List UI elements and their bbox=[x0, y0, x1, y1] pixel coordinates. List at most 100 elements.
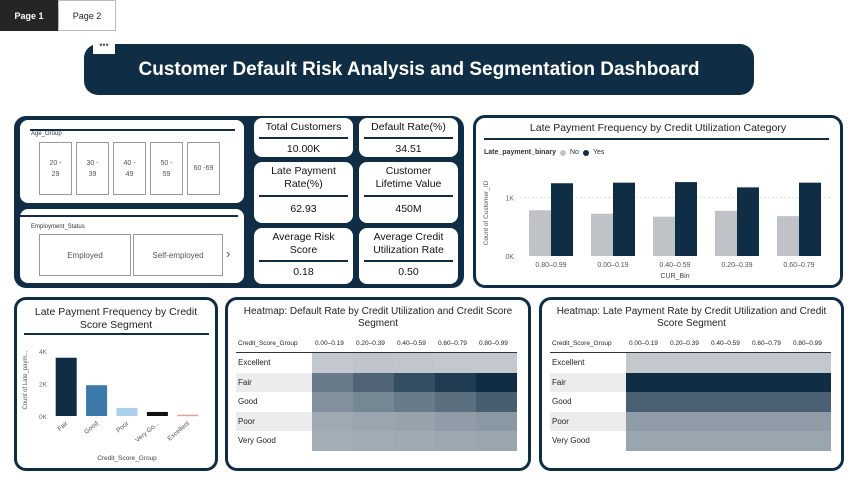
kpi-value: 34.51 bbox=[395, 143, 422, 155]
x-tick-label: Excellent bbox=[166, 420, 191, 442]
kpi-title: Average Credit Utilization Rate bbox=[373, 231, 444, 256]
age-option-20-29[interactable]: 20 - 29 bbox=[39, 142, 72, 195]
employment-option-employed[interactable]: Employed bbox=[39, 234, 131, 276]
heatmap-cell bbox=[476, 431, 517, 451]
x-axis-title: Credit_Score_Group bbox=[97, 455, 157, 462]
y-tick-label: 0K bbox=[39, 414, 48, 421]
bar-no bbox=[591, 213, 613, 256]
x-tick-label: Poor bbox=[115, 420, 131, 435]
heatmap-row-label: Poor bbox=[552, 416, 569, 426]
bar-yes bbox=[799, 182, 821, 256]
heatmap-cell bbox=[394, 411, 435, 431]
age-option-50-59[interactable]: 50 - 59 bbox=[150, 142, 183, 195]
bar-yes bbox=[551, 183, 573, 256]
heatmap-cell bbox=[476, 372, 517, 392]
heatmap-cell bbox=[353, 411, 394, 431]
heatmap-cell bbox=[667, 392, 708, 412]
heatmap-cell bbox=[394, 353, 435, 373]
kpi-total-customers: Total Customers 10.00K bbox=[254, 118, 353, 157]
legend-title: Late_payment_binary bbox=[484, 149, 556, 156]
heatmap-cell bbox=[790, 431, 831, 451]
heatmap-cell bbox=[476, 411, 517, 431]
heatmap-cell bbox=[749, 411, 790, 431]
heatmap-cell bbox=[749, 353, 790, 373]
kpi-average-credit-utilization: Average Credit Utilization Rate 0.50 bbox=[359, 228, 458, 284]
heatmap-cell bbox=[435, 431, 476, 451]
heatmap-row bbox=[236, 392, 312, 412]
legend-label-no: No bbox=[569, 149, 579, 156]
heatmap-cell bbox=[312, 411, 353, 431]
x-axis-title: CUR_Bin bbox=[660, 273, 689, 280]
bar-yes bbox=[737, 187, 759, 256]
chart-legend: Late_payment_binary No Yes bbox=[484, 149, 604, 156]
x-tick-label: 0.60–0.79 bbox=[783, 262, 814, 269]
heatmap-cell bbox=[312, 372, 353, 392]
heatmap-row bbox=[550, 353, 626, 373]
tab-page-1[interactable]: Page 1 bbox=[0, 0, 58, 31]
late-payment-by-credit-score-chart bbox=[14, 297, 218, 471]
y-tick-label: 2K bbox=[39, 382, 48, 389]
heatmap-cell bbox=[353, 353, 394, 373]
heatmap-column-label: 0.00–0.19 bbox=[629, 340, 658, 347]
bar bbox=[146, 411, 168, 416]
chevron-right-icon[interactable]: › bbox=[226, 246, 231, 261]
legend-swatch-no bbox=[559, 149, 566, 156]
kpi-value: 450M bbox=[395, 203, 422, 215]
heatmap-row-label: Excellent bbox=[552, 358, 585, 367]
kpi-value: 0.18 bbox=[293, 266, 314, 278]
bar-no bbox=[529, 210, 551, 256]
default-rate-heatmap-grid: Credit_Score_Group 0.00–0.19 0.20–0.39 0.40… bbox=[236, 338, 518, 462]
heatmap-cell bbox=[667, 372, 708, 392]
heatmap-cell bbox=[708, 353, 749, 373]
late-payment-by-cur-chart bbox=[473, 115, 843, 288]
heatmap-column-label: 0.00–0.19 bbox=[315, 340, 344, 347]
heatmap-cell bbox=[667, 353, 708, 373]
bar-no bbox=[653, 216, 675, 256]
chart-title: Heatmap: Default Rate by Credit Utilizat… bbox=[243, 306, 513, 329]
employment-option-self-employed[interactable]: Self-employed bbox=[133, 234, 223, 276]
heatmap-cell bbox=[626, 372, 667, 392]
heatmap-column-label: 0.60–0.79 bbox=[438, 340, 467, 347]
heatmap-row-label: Very Good bbox=[552, 436, 590, 445]
heatmap-cell bbox=[312, 431, 353, 451]
chart-title: Late Payment Frequency by Credit Score S… bbox=[34, 306, 198, 331]
y-axis-title: Count of Late_paym... bbox=[23, 350, 29, 409]
kpi-value: 10.00K bbox=[286, 143, 321, 155]
chart-title: Heatmap: Late Payment Rate by Credit Uti… bbox=[556, 306, 827, 329]
heatmap-cell bbox=[626, 431, 667, 451]
more-options-icon[interactable]: ••• bbox=[93, 40, 115, 54]
x-tick-label: Very Go... bbox=[134, 420, 161, 444]
heatmap-row-label: Good bbox=[552, 397, 572, 406]
age-option-40-49[interactable]: 40 - 49 bbox=[113, 142, 146, 195]
heatmap-row bbox=[236, 431, 312, 451]
bar-no bbox=[715, 210, 737, 256]
heatmap-row-label: Poor bbox=[238, 416, 255, 426]
kpi-customer-lifetime-value: Customer Lifetime Value 450M bbox=[359, 162, 458, 223]
heatmap-cell bbox=[708, 392, 749, 412]
heatmap-row-label: Very Good bbox=[238, 436, 276, 445]
kpi-title: Total Customers bbox=[265, 121, 342, 133]
kpi-title: Late Payment Rate(%) bbox=[271, 165, 336, 190]
tab-page-2[interactable]: Page 2 bbox=[58, 0, 116, 31]
bar-yes bbox=[613, 182, 635, 256]
heatmap-cell bbox=[667, 431, 708, 451]
heatmap-cell bbox=[626, 353, 667, 373]
heatmap-cell bbox=[394, 372, 435, 392]
y-tick-label: 1K bbox=[505, 195, 514, 202]
age-option-30-39[interactable]: 30 - 39 bbox=[76, 142, 109, 195]
age-group-label: Age_Group bbox=[31, 131, 62, 137]
heatmap-cell bbox=[353, 392, 394, 412]
legend-swatch-yes bbox=[582, 149, 589, 156]
heatmap-cell bbox=[394, 431, 435, 451]
heatmap-cell bbox=[790, 411, 831, 431]
heatmap-cell bbox=[312, 353, 353, 373]
x-tick-label: 0.00–0.19 bbox=[597, 262, 628, 269]
bar bbox=[116, 407, 138, 416]
x-tick-label: 0.20–0.39 bbox=[721, 262, 752, 269]
kpi-value: 62.93 bbox=[290, 203, 317, 215]
heatmap-cell bbox=[435, 411, 476, 431]
x-tick-label: Good bbox=[83, 420, 100, 436]
x-tick-label: 0.40–0.59 bbox=[659, 262, 690, 269]
heatmap-cell bbox=[312, 392, 353, 412]
age-option-60-69[interactable]: 60 -69 bbox=[187, 142, 220, 195]
